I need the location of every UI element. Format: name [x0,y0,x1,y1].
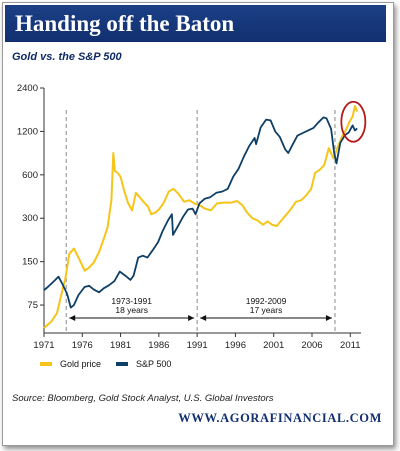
y-tick-label: 600 [22,170,38,181]
source-note: Source: Bloomberg, Gold Stock Analyst, U… [12,393,274,404]
legend-sp500-label: S&P 500 [136,359,172,369]
era-range-label: 1973-1991 [111,296,152,306]
legend-sp500: S&P 500 [116,357,171,371]
x-tick-label: 1976 [72,340,93,351]
y-tick-label: 75 [27,300,38,311]
x-tick-label: 2001 [263,340,284,351]
title-bar: Handing off the Baton [5,5,386,42]
sp500-line [43,116,358,309]
x-tick-label: 1996 [225,340,246,351]
legend-gold-label: Gold price [60,359,102,369]
x-tick-label: 2006 [301,340,322,351]
x-tick-label: 2011 [340,340,360,351]
footer-url: WWW.AGORAFINANCIAL.COM [178,411,382,425]
highlight-circle [340,100,367,143]
y-tick-label: 2400 [17,83,38,94]
page-title: Handing off the Baton [15,11,235,36]
era-range-label: 1992-2009 [246,296,287,306]
figure-frame [2,2,394,446]
era-duration-label: 17 years [250,305,283,315]
era-arrow-head-right [188,315,195,321]
era-duration-label: 18 years [115,305,148,315]
x-tick-label: 1986 [148,340,169,351]
x-tick-label: 1991 [187,340,208,351]
gold-price-line [43,105,359,329]
legend-gold: Gold price [40,357,101,371]
y-tick-label: 300 [22,213,38,224]
y-tick-label: 150 [22,257,38,268]
era-arrow-head-left [200,315,207,321]
y-tick-label: 1200 [17,126,38,137]
x-tick-label: 1971 [33,340,54,351]
x-tick-label: 1981 [110,340,131,351]
chart-title: Gold vs. the S&P 500 [12,51,122,63]
legend-gold-swatch [40,362,52,366]
legend-sp500-swatch [116,362,128,366]
era-arrow-head-right [325,315,332,321]
era-arrow-head-left [69,315,76,321]
